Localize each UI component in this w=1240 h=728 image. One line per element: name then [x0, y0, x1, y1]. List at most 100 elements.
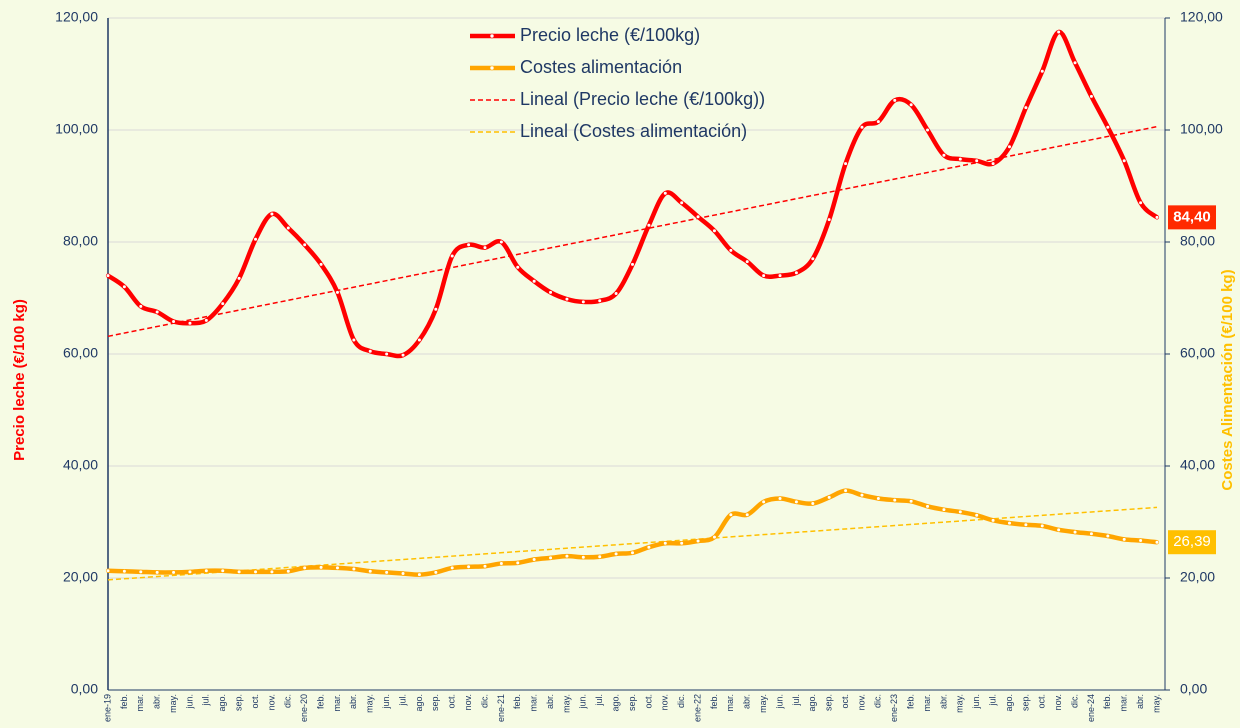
point-marker — [712, 535, 717, 540]
x-tick-label: abr. — [742, 694, 752, 709]
point-marker — [237, 276, 242, 281]
x-tick-label: may. — [1151, 694, 1161, 713]
x-tick-label: ago. — [217, 694, 227, 712]
point-marker — [417, 572, 422, 577]
y2-tick-label: 80,00 — [1180, 233, 1215, 249]
x-tick-label: nov. — [856, 694, 866, 710]
point-marker — [237, 569, 242, 574]
y2-tick-label: 120,00 — [1180, 9, 1223, 25]
x-tick-label: ene-24 — [1086, 694, 1096, 722]
point-marker — [253, 569, 258, 574]
point-marker — [925, 504, 930, 509]
x-tick-label: ene-21 — [496, 694, 506, 722]
point-marker — [1089, 94, 1094, 99]
point-marker — [958, 509, 963, 515]
x-tick-label: nov. — [266, 694, 276, 710]
y2-tick-label: 60,00 — [1180, 345, 1215, 361]
point-marker — [1105, 533, 1110, 539]
point-marker — [466, 242, 471, 247]
x-tick-label: dic. — [479, 694, 489, 708]
x-tick-label: sep. — [824, 694, 834, 711]
point-marker — [286, 225, 291, 231]
x-tick-label: ago. — [807, 694, 817, 712]
x-tick-label: abr. — [1135, 694, 1145, 709]
point-marker — [1023, 105, 1028, 110]
x-tick-label: dic. — [283, 694, 293, 708]
point-marker — [827, 495, 832, 500]
x-tick-label: sep. — [627, 694, 637, 711]
point-marker — [138, 569, 143, 574]
y-tick-label: 100,00 — [55, 121, 98, 137]
point-marker — [761, 273, 766, 278]
point-marker — [204, 318, 209, 323]
point-marker — [564, 554, 570, 559]
point-marker — [187, 321, 193, 326]
point-marker — [761, 499, 766, 504]
point-marker — [1122, 158, 1127, 163]
point-marker — [892, 98, 897, 103]
point-marker — [433, 570, 438, 575]
x-tick-label: abr. — [545, 694, 555, 709]
point-marker — [466, 564, 471, 569]
point-marker — [1056, 527, 1061, 532]
point-marker — [728, 248, 733, 253]
point-marker — [1089, 531, 1094, 536]
x-tick-label: jun. — [184, 694, 194, 710]
point-marker — [499, 561, 504, 566]
point-marker — [400, 571, 406, 576]
point-marker — [614, 551, 619, 557]
point-marker — [253, 237, 258, 242]
x-tick-label: jun. — [774, 694, 784, 710]
legend-label: Lineal (Precio leche (€/100kg)) — [520, 89, 765, 109]
point-marker — [450, 565, 455, 571]
x-tick-label: jul. — [201, 694, 211, 707]
x-tick-label: dic. — [1069, 694, 1079, 708]
point-marker — [728, 512, 733, 517]
point-marker — [122, 284, 127, 289]
point-marker — [876, 119, 881, 124]
point-marker — [384, 570, 389, 575]
value-label-box — [1168, 530, 1216, 555]
x-tick-label: oct. — [643, 694, 653, 709]
value-label: 26,39 — [1173, 533, 1211, 550]
point-marker — [1154, 540, 1160, 545]
point-marker — [433, 307, 438, 312]
point-marker — [351, 566, 356, 572]
x-tick-label: ago. — [414, 694, 424, 712]
point-marker — [745, 259, 750, 264]
x-tick-label: abr. — [348, 694, 358, 709]
point-marker — [958, 157, 963, 162]
x-tick-label: oct. — [447, 694, 457, 709]
x-tick-label: mar. — [529, 694, 539, 712]
point-marker — [204, 568, 209, 573]
x-tick-label: dic. — [873, 694, 883, 708]
x-tick-label: sep. — [234, 694, 244, 711]
point-marker — [450, 253, 455, 259]
point-marker — [909, 499, 914, 504]
point-marker — [695, 538, 701, 544]
point-marker — [1138, 200, 1143, 205]
x-tick-label: feb. — [1102, 694, 1112, 709]
x-tick-label: ago. — [610, 694, 620, 712]
point-marker — [1007, 521, 1012, 526]
x-tick-label: jul. — [397, 694, 407, 707]
y2-tick-label: 0,00 — [1180, 681, 1207, 697]
x-tick-label: may. — [955, 694, 965, 713]
point-marker — [155, 309, 160, 315]
x-tick-label: mar. — [1119, 694, 1129, 712]
point-marker — [581, 555, 586, 560]
x-tick-label: mar. — [725, 694, 735, 712]
point-marker — [646, 545, 651, 550]
point-marker — [597, 554, 602, 559]
point-marker — [548, 290, 553, 295]
x-tick-label: mar. — [922, 694, 932, 712]
point-marker — [843, 488, 848, 493]
point-marker — [335, 565, 340, 571]
point-marker — [187, 569, 193, 574]
point-marker — [269, 569, 275, 574]
legend-label: Precio leche (€/100kg) — [520, 25, 700, 45]
point-marker — [597, 298, 602, 303]
x-tick-label: feb. — [709, 694, 719, 709]
